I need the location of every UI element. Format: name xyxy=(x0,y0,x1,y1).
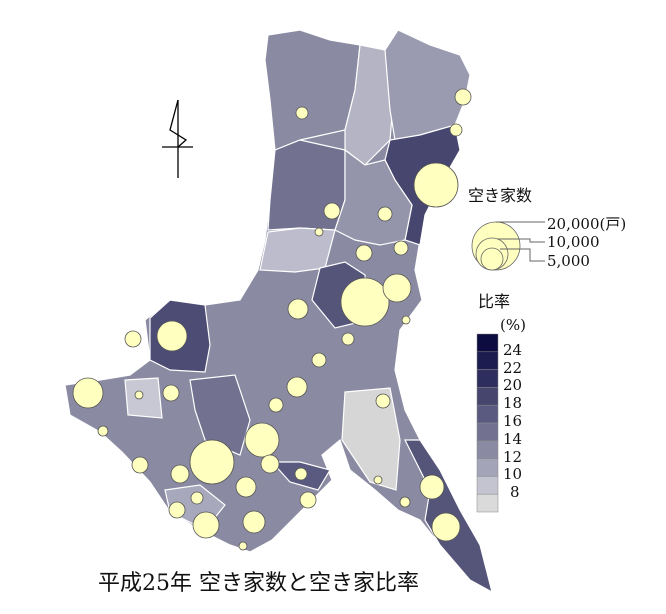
ratio-color-swatch xyxy=(476,351,499,370)
vacant-house-circle xyxy=(286,376,308,398)
vacant-house-circle xyxy=(124,330,142,348)
ratio-color-swatch xyxy=(476,333,499,353)
vacant-house-circle xyxy=(340,277,390,327)
vacant-house-circle xyxy=(238,541,248,551)
ratio-color-swatch xyxy=(476,493,499,513)
north-arrow-icon xyxy=(162,99,193,178)
ratio-color-swatch xyxy=(476,387,499,406)
size-legend xyxy=(471,221,545,271)
region-west-light xyxy=(124,377,163,419)
ratio-tick-label: 24 xyxy=(503,340,523,359)
vacant-house-circle xyxy=(294,467,308,481)
ratio-color-swatch xyxy=(476,458,499,477)
vacant-house-circle xyxy=(323,202,341,220)
ratio-color-swatch xyxy=(476,369,499,388)
vacant-house-circle xyxy=(189,439,235,485)
size-legend-entry-20000: 20,000(戸) xyxy=(547,213,626,234)
vacant-house-circle xyxy=(314,227,324,237)
vacant-house-circle xyxy=(287,298,309,320)
vacant-house-circle xyxy=(131,456,149,474)
ratio-tick-label: 22 xyxy=(503,358,523,377)
vacant-house-circle xyxy=(242,510,266,534)
map-title: 平成25年 空き家数と空き家比率 xyxy=(98,571,419,596)
ratio-tick-label: 12 xyxy=(503,447,523,466)
vacant-house-circle xyxy=(393,240,409,256)
size-legend-entry-10000: 10,000 xyxy=(547,233,600,251)
vacant-house-circle xyxy=(295,106,309,120)
vacant-house-circle xyxy=(311,352,327,368)
ratio-tick-label: 16 xyxy=(503,412,523,430)
ratio-tick-label: 10 xyxy=(503,465,523,484)
ratio-tick-label: 8 xyxy=(510,483,520,502)
vacant-house-circle xyxy=(299,491,317,509)
vacant-house-circle xyxy=(192,511,220,539)
size-legend-entry-5000: 5,000 xyxy=(547,252,590,270)
region-south-center-2 xyxy=(189,374,251,456)
vacant-house-circle xyxy=(260,454,280,474)
vacant-house-circle xyxy=(382,273,412,303)
vacant-house-circle xyxy=(399,496,411,508)
region-lake-light xyxy=(341,387,401,491)
size-legend-unit: (戸) xyxy=(599,215,627,233)
vacant-house-circle xyxy=(244,422,280,458)
vacant-house-circle xyxy=(72,377,104,409)
ratio-color-swatch xyxy=(476,404,499,424)
ratio-color-swatch xyxy=(476,476,499,495)
vacant-house-circle xyxy=(373,475,383,485)
region-north-east xyxy=(384,29,471,141)
vacant-house-circle xyxy=(190,491,204,505)
size-legend-title: 空き家数 xyxy=(468,186,533,205)
ratio-tick-label: 18 xyxy=(503,394,523,413)
region-center-light xyxy=(259,227,336,273)
vacant-house-circle xyxy=(97,425,109,437)
ratio-legend-title: 比率 xyxy=(478,292,511,311)
ratio-color-bar xyxy=(476,333,499,513)
vacant-house-circle xyxy=(268,397,284,413)
size-legend-value-20000: 20,000 xyxy=(547,215,600,233)
vacant-house-circle xyxy=(235,476,257,498)
vacant-house-circle xyxy=(156,320,188,352)
vacant-house-circle xyxy=(377,206,393,222)
vacant-house-circle xyxy=(419,474,445,500)
ratio-tick-label: 14 xyxy=(503,429,523,448)
ratio-legend-unit: (%) xyxy=(500,316,526,334)
vacant-house-circle xyxy=(401,315,411,325)
vacant-house-circle xyxy=(355,244,373,262)
ratio-color-swatch xyxy=(476,422,499,442)
ratio-color-swatch xyxy=(476,440,499,459)
vacant-house-circle xyxy=(134,390,144,400)
ratio-tick-label: 20 xyxy=(503,376,523,395)
vacant-house-circle xyxy=(413,162,459,208)
vacant-house-circle xyxy=(454,88,472,106)
vacant-house-circle xyxy=(375,393,391,409)
region-center xyxy=(334,148,413,246)
vacant-house-circle xyxy=(162,384,180,402)
vacant-house-circle xyxy=(168,501,186,519)
vacant-house-circle xyxy=(449,123,463,137)
vacant-house-circle xyxy=(170,464,190,484)
vacant-house-circle xyxy=(431,512,461,542)
vacant-house-circle xyxy=(341,332,355,346)
